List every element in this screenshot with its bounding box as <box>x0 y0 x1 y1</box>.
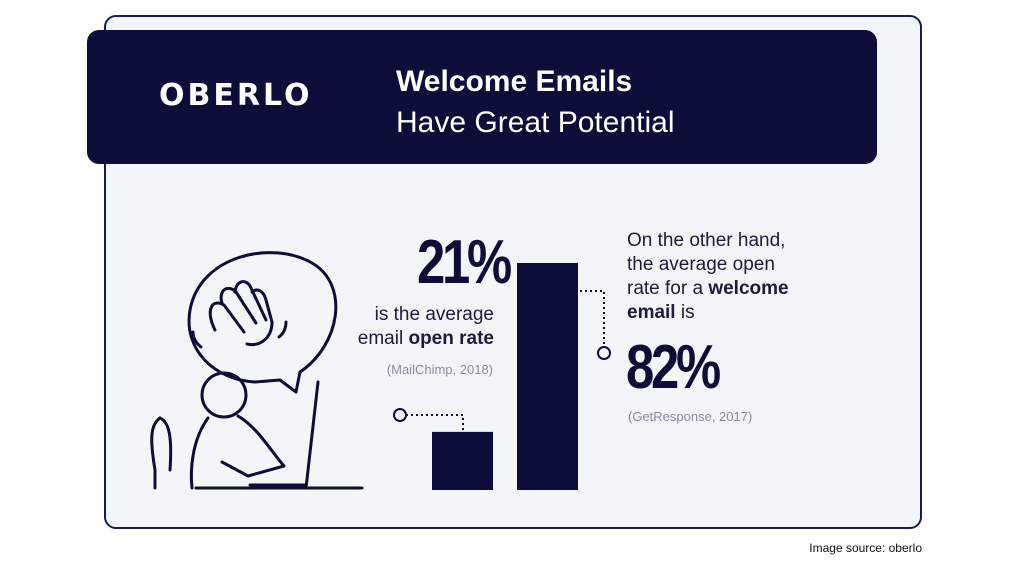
bar-2 <box>517 263 578 490</box>
right-stat-desc: On the other hand, the average open rate… <box>627 229 789 325</box>
right-stat-source: (GetResponse, 2017) <box>628 409 753 424</box>
title-line-1: Welcome Emails <box>396 65 633 98</box>
right-connector <box>580 290 605 346</box>
bar-1 <box>432 431 493 490</box>
left-stat-line1: is the average <box>374 304 494 325</box>
brand-logo: OBERLO <box>159 78 313 113</box>
right-stat-line3: rate for a welcome <box>627 277 789 301</box>
left-stat-source: (MailChimp, 2018) <box>386 362 493 377</box>
right-connector-dot <box>597 346 611 360</box>
left-stat-line2-bold: open rate <box>408 328 494 349</box>
right-stat-line1: On the other hand, <box>627 230 786 251</box>
right-stat-line4: email is <box>627 301 789 325</box>
left-stat-line2: email open rate <box>294 327 494 351</box>
left-stat-desc: is the average email open rate <box>294 303 494 351</box>
connector-lines <box>406 290 605 444</box>
header-banner <box>87 30 877 164</box>
left-connector <box>406 414 464 444</box>
right-stat-line4-suffix: is <box>675 302 695 323</box>
left-stat-line2-prefix: email <box>357 328 409 349</box>
bar-group <box>432 263 578 490</box>
left-connector-dot <box>393 408 407 422</box>
image-source-credit: Image source: oberlo <box>809 541 922 555</box>
page-title: Welcome Emails Have Great Potential <box>396 61 674 143</box>
right-stat-line3-prefix: rate for a <box>627 278 709 299</box>
right-stat-line4-bold: email <box>627 302 676 323</box>
right-stat-line2: the average open <box>627 254 775 275</box>
frustrated-person-icon <box>150 251 364 490</box>
right-stat-value: 82% <box>626 333 721 402</box>
title-line-2: Have Great Potential <box>396 106 675 139</box>
right-stat-line3-bold: welcome <box>708 278 789 299</box>
left-stat-value: 21% <box>417 228 512 297</box>
